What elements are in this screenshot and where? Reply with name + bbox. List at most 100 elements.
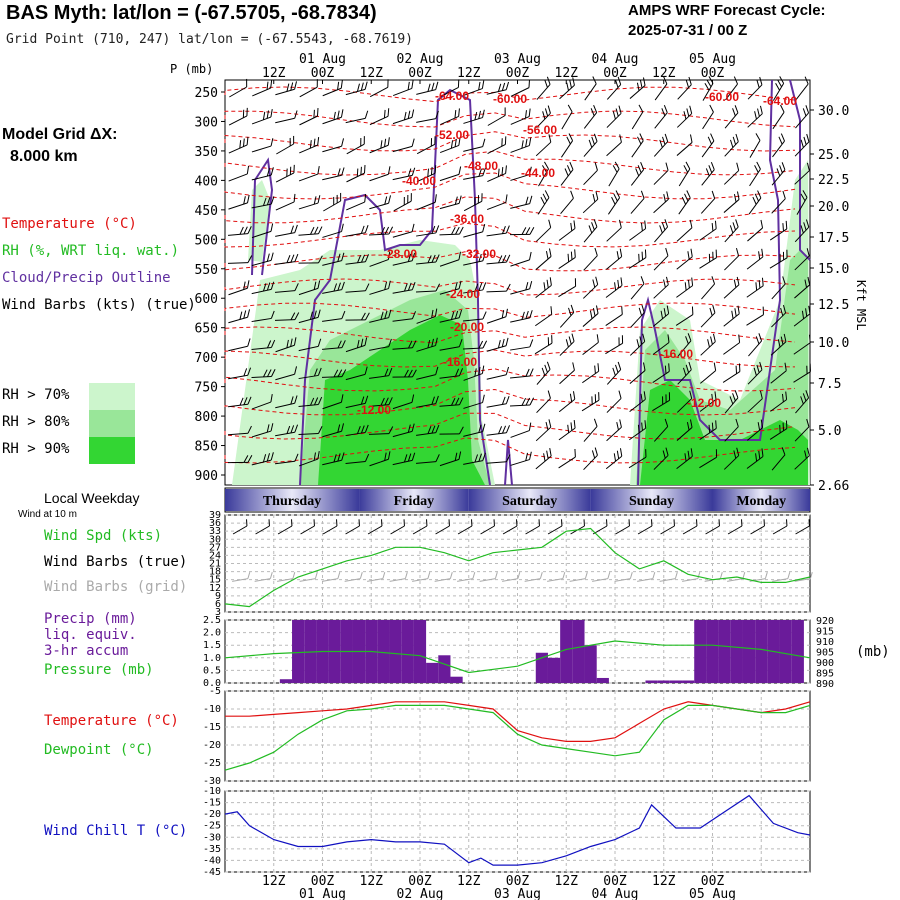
wind-barb-staff xyxy=(416,403,436,408)
wind-barb xyxy=(228,280,250,296)
wind-barb-staff xyxy=(771,454,786,471)
wind-barb xyxy=(746,448,764,469)
wind-barb-feather xyxy=(637,424,640,433)
grid-wind-barb-staff xyxy=(277,578,293,582)
wind-barb-feather xyxy=(525,138,528,148)
wind-barb xyxy=(487,136,507,154)
wind-barbs-main xyxy=(227,76,811,471)
wind-barb-feather xyxy=(365,312,370,321)
wind-barb-feather xyxy=(290,396,294,405)
wind-barb-feather xyxy=(478,282,483,291)
grid-wind-barb-staff xyxy=(232,578,248,582)
wind-barb xyxy=(463,282,487,294)
wind-barb xyxy=(276,135,295,155)
wind-barb-staff xyxy=(631,140,644,158)
wind-barb-staff xyxy=(274,290,296,293)
wind-barb-feather xyxy=(569,80,572,89)
wind-barb-feather xyxy=(685,79,690,88)
wind-barb-feather xyxy=(267,369,272,377)
wind-barb xyxy=(392,369,417,378)
wind-barb-feather xyxy=(318,226,323,235)
wind-barb xyxy=(439,137,461,154)
wind-barb xyxy=(535,419,552,442)
wind-barb-staff xyxy=(298,316,319,324)
wind-barb-staff xyxy=(653,455,669,470)
wind-barb-staff xyxy=(275,460,295,465)
wind-barb xyxy=(583,247,598,271)
wind-barb-feather xyxy=(662,450,666,459)
wind-barb xyxy=(699,249,717,269)
grid-wind-barb-staff xyxy=(524,578,541,582)
wind-barb-feather xyxy=(687,251,690,260)
grid-wind-barb xyxy=(637,572,656,582)
wind-barb-staff xyxy=(677,340,692,357)
wind-barb xyxy=(535,448,552,470)
wind-barb-feather xyxy=(454,310,459,319)
wind-barb-feather xyxy=(317,309,321,318)
wind-barb-feather xyxy=(364,424,369,433)
wind-barb-staff xyxy=(652,370,670,384)
wind-barb-staff xyxy=(535,313,552,327)
wind-barb-feather xyxy=(637,165,642,173)
wind-barb-staff xyxy=(368,433,390,435)
wind-barb-feather xyxy=(761,277,764,286)
wind-barb xyxy=(229,78,248,98)
grid-wind-barb xyxy=(367,572,386,582)
grid-wind-barb xyxy=(524,572,543,582)
wind-barb-staff xyxy=(323,200,341,212)
legend-rh70: RH > 70% xyxy=(2,387,70,403)
wind-barb-feather xyxy=(551,335,553,344)
wind-barb-feather xyxy=(546,279,549,288)
temperature-contour xyxy=(224,172,796,200)
surface-wind-barb-staff xyxy=(345,525,360,535)
wind-barb-staff xyxy=(699,257,717,269)
wind-barb xyxy=(251,369,276,379)
wind-barb-feather xyxy=(783,333,787,342)
wind-barb-feather xyxy=(592,279,596,288)
wind-barb-staff xyxy=(559,341,575,356)
wind-barb-staff xyxy=(510,145,530,153)
wind-barb xyxy=(416,225,440,237)
wind-barb-feather xyxy=(474,111,478,121)
wind-barb xyxy=(583,133,598,157)
grid-wind-barb xyxy=(277,572,296,582)
precip-bar xyxy=(718,620,731,683)
wind-barb-staff xyxy=(439,346,460,351)
temperature-contour xyxy=(224,110,796,128)
wind-barb-feather xyxy=(387,166,391,175)
wind-barb-staff xyxy=(345,117,366,124)
wind-barb-feather xyxy=(529,280,533,290)
wind-barb-feather xyxy=(266,110,269,119)
wind-barb-feather xyxy=(317,451,320,460)
wind-barb xyxy=(747,76,763,100)
wind-barb-feather xyxy=(247,255,253,263)
wind-barb-staff xyxy=(748,340,762,357)
wind-barb-feather xyxy=(735,365,738,374)
wind-barb-feather xyxy=(271,369,276,377)
wind-barb-feather xyxy=(594,365,596,374)
wind-barb-feather xyxy=(313,281,317,290)
wind-barb-feather xyxy=(710,133,715,142)
wind-barb-staff xyxy=(439,233,460,236)
wind-barb-staff xyxy=(416,432,436,436)
surface-wind-barb-staff xyxy=(795,525,810,535)
wind-barb xyxy=(536,361,551,385)
wind-barb xyxy=(746,277,764,298)
wind-barb-staff xyxy=(275,402,295,409)
surface-wind-barb-staff xyxy=(502,525,518,535)
wind-barb xyxy=(701,162,715,186)
wind-barb xyxy=(345,395,369,409)
wind-barb-feather xyxy=(685,161,691,170)
wind-barb-feather xyxy=(612,367,616,376)
wind-barb-feather xyxy=(505,396,510,404)
wind-barb xyxy=(723,334,741,355)
panel-tick-label: 15 xyxy=(209,575,221,586)
wind-barb-staff xyxy=(345,261,366,265)
wind-barb-feather xyxy=(501,310,505,319)
wind-barb-feather xyxy=(705,168,710,177)
wind-barb-feather xyxy=(247,226,252,234)
wind-barb xyxy=(560,190,574,214)
pressure-line xyxy=(224,640,811,674)
wind-barb-staff xyxy=(583,112,598,129)
